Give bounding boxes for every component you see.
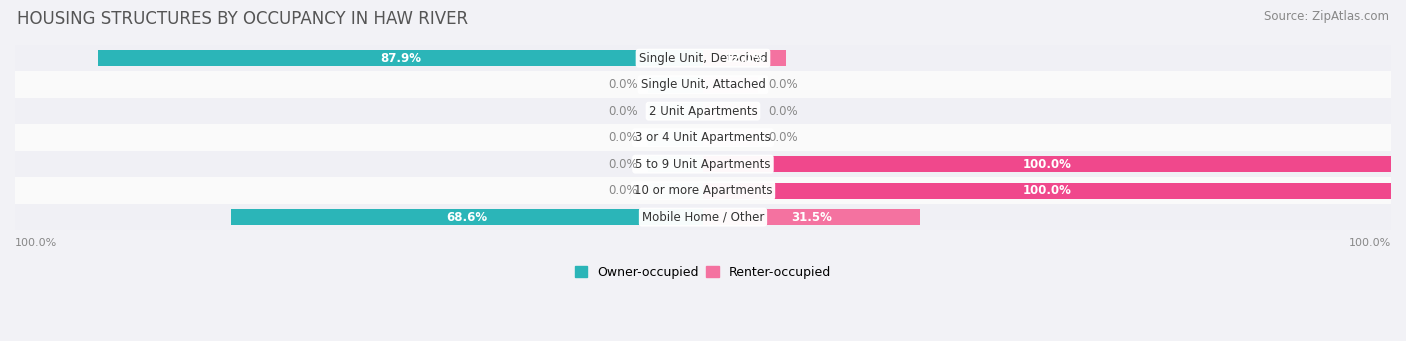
Bar	[703, 103, 758, 119]
Text: 5 to 9 Unit Apartments: 5 to 9 Unit Apartments	[636, 158, 770, 170]
Bar	[703, 183, 1391, 198]
Bar	[648, 103, 703, 119]
Bar	[703, 209, 920, 225]
Bar	[648, 130, 703, 146]
Bar	[703, 50, 786, 66]
Text: 100.0%: 100.0%	[1348, 238, 1391, 248]
Text: 3 or 4 Unit Apartments: 3 or 4 Unit Apartments	[636, 131, 770, 144]
Text: HOUSING STRUCTURES BY OCCUPANCY IN HAW RIVER: HOUSING STRUCTURES BY OCCUPANCY IN HAW R…	[17, 10, 468, 28]
Bar	[648, 77, 703, 93]
Bar	[15, 98, 1391, 124]
Text: 87.9%: 87.9%	[380, 52, 422, 65]
Text: Single Unit, Attached: Single Unit, Attached	[641, 78, 765, 91]
Bar	[703, 77, 758, 93]
Text: 100.0%: 100.0%	[15, 238, 58, 248]
Bar	[15, 45, 1391, 71]
Text: 10 or more Apartments: 10 or more Apartments	[634, 184, 772, 197]
Text: 0.0%: 0.0%	[768, 131, 799, 144]
Text: 2 Unit Apartments: 2 Unit Apartments	[648, 105, 758, 118]
Text: 31.5%: 31.5%	[792, 211, 832, 224]
Bar	[15, 151, 1391, 177]
Text: 12.1%: 12.1%	[724, 52, 765, 65]
Text: Single Unit, Detached: Single Unit, Detached	[638, 52, 768, 65]
Bar	[98, 50, 703, 66]
Bar	[648, 156, 703, 172]
Text: 0.0%: 0.0%	[768, 78, 799, 91]
Legend: Owner-occupied, Renter-occupied: Owner-occupied, Renter-occupied	[569, 261, 837, 284]
Text: 0.0%: 0.0%	[607, 158, 638, 170]
Text: 0.0%: 0.0%	[607, 131, 638, 144]
Bar	[231, 209, 703, 225]
Text: 0.0%: 0.0%	[607, 184, 638, 197]
Text: Source: ZipAtlas.com: Source: ZipAtlas.com	[1264, 10, 1389, 23]
Text: 0.0%: 0.0%	[607, 78, 638, 91]
Bar	[648, 183, 703, 198]
Bar	[15, 177, 1391, 204]
Text: 100.0%: 100.0%	[1022, 184, 1071, 197]
Bar	[703, 130, 758, 146]
Text: 100.0%: 100.0%	[1022, 158, 1071, 170]
Text: 68.6%: 68.6%	[447, 211, 488, 224]
Text: 0.0%: 0.0%	[607, 105, 638, 118]
Bar	[15, 204, 1391, 231]
Text: 0.0%: 0.0%	[768, 105, 799, 118]
Bar	[15, 71, 1391, 98]
Bar	[703, 156, 1391, 172]
Text: Mobile Home / Other: Mobile Home / Other	[641, 211, 765, 224]
Bar	[15, 124, 1391, 151]
